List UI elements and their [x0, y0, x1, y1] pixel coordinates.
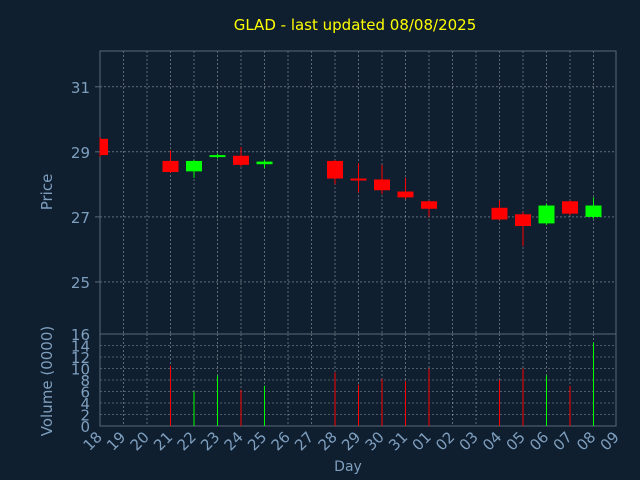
day-tick-label: 09 [597, 428, 623, 454]
day-tick-label: 25 [244, 428, 270, 454]
day-tick-label: 31 [385, 428, 411, 454]
candle-body [327, 160, 343, 179]
candle-body [562, 201, 578, 214]
candle-body [374, 179, 390, 191]
day-tick-label: 08 [573, 428, 599, 454]
day-tick-label: 28 [315, 428, 341, 454]
day-tick-label: 20 [127, 428, 153, 454]
day-tick-label: 19 [103, 428, 129, 454]
candle-body [100, 138, 108, 156]
price-tick-label: 29 [71, 144, 90, 162]
day-tick-label: 05 [503, 428, 529, 454]
day-tick-label: 06 [526, 428, 552, 454]
day-tick-label: 30 [362, 428, 388, 454]
candle-body [256, 161, 273, 165]
day-tick-label: 21 [150, 428, 176, 454]
candle-body [585, 205, 602, 217]
price-tick-label: 27 [71, 209, 90, 227]
day-tick-label: 02 [432, 428, 458, 454]
day-tick-label: 24 [221, 428, 247, 454]
day-tick-label: 22 [174, 428, 200, 454]
volume-tick-label: 8 [80, 372, 90, 390]
day-tick-label: 23 [197, 428, 223, 454]
volume-bars [170, 342, 594, 426]
volume-tick-label: 10 [71, 361, 90, 379]
day-tick-label: 07 [550, 428, 576, 454]
volume-tick-label: 4 [80, 395, 90, 413]
candle-body [538, 205, 555, 224]
candle-body [209, 155, 226, 158]
candle-body [421, 201, 437, 209]
candle-body [186, 160, 202, 172]
volume-tick-label: 12 [71, 349, 90, 367]
price-axis-label: Price [38, 174, 56, 211]
candle-body [515, 214, 531, 227]
candle-body [491, 207, 508, 220]
volume-tick-label: 16 [71, 326, 90, 344]
day-tick-labels: 1819202122232425262728293031010203040506… [80, 428, 623, 454]
day-tick-label: 01 [409, 428, 435, 454]
price-tick-label: 31 [71, 79, 90, 97]
candle-body [162, 160, 179, 173]
candle-body [397, 191, 414, 198]
volume-axis-label: Volume (0000) [38, 326, 56, 436]
volume-tick-label: 14 [71, 338, 90, 356]
day-tick-label: 26 [268, 428, 294, 454]
candle-body [233, 155, 249, 165]
chart-title: GLAD - last updated 08/08/2025 [234, 16, 477, 34]
candles [99, 137, 602, 247]
price-tick-labels: 25 27 29 31 [71, 79, 100, 292]
day-tick-label: 29 [338, 428, 364, 454]
price-grid [100, 51, 616, 334]
price-tick-label: 25 [71, 274, 90, 292]
day-tick-label: 03 [456, 428, 482, 454]
volume-tick-label: 0 [80, 418, 90, 436]
volume-tick-label: 6 [80, 384, 90, 402]
day-axis-label: Day [334, 459, 362, 475]
volume-tick-label: 2 [80, 407, 90, 425]
candle-body [350, 178, 367, 181]
day-tick-label: 27 [291, 428, 317, 454]
day-tick-label: 04 [479, 428, 505, 454]
